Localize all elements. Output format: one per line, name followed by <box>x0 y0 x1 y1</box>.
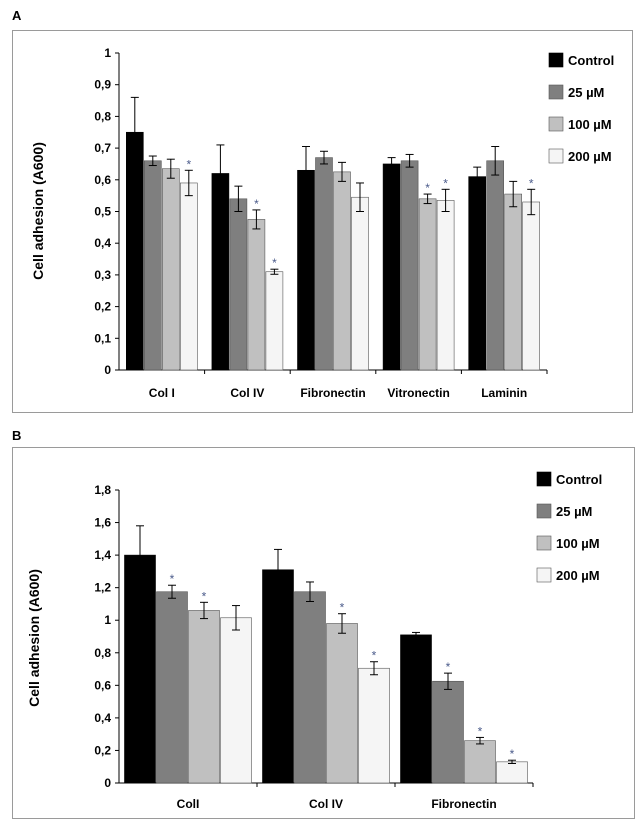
y-tick-label: 0,3 <box>94 268 111 282</box>
y-axis-label: Cell adhesion (A600) <box>26 569 42 707</box>
legend-swatch <box>536 535 552 551</box>
significance-star: * <box>446 660 451 674</box>
significance-star: * <box>372 649 377 663</box>
bar <box>382 163 401 371</box>
bar <box>486 160 505 371</box>
bar <box>400 160 419 371</box>
y-tick-label: 1,6 <box>94 516 111 530</box>
legend-label: 100 µM <box>568 117 612 132</box>
bar <box>156 591 188 784</box>
chart-a: Cell adhesion (A600) 0 0,1 0,2 0,3 0,4 0,5 0,6 0… <box>30 46 614 400</box>
significance-star: * <box>340 601 345 615</box>
bar <box>496 761 528 784</box>
panel-a: Cell adhesion (A600) 0 0,1 0,2 0,3 0,4 0,5 0,6 0… <box>12 30 633 413</box>
bar <box>468 176 487 371</box>
x-category-label: Vitronectin <box>387 386 449 400</box>
y-tick-label: 1,8 <box>94 483 111 497</box>
bar <box>326 623 358 784</box>
bar <box>144 160 162 371</box>
bar <box>432 680 464 784</box>
y-tick-label: 1,4 <box>94 548 111 562</box>
y-axis-label: Cell adhesion (A600) <box>30 142 46 280</box>
bar <box>351 196 369 371</box>
bar <box>220 617 252 784</box>
panel-b-letter: B <box>12 428 22 443</box>
y-tick-label: 1,2 <box>94 581 111 595</box>
legend-label: 200 µM <box>556 568 600 583</box>
legend-swatch <box>536 567 552 583</box>
bar <box>358 667 390 784</box>
legend-swatch <box>548 52 564 68</box>
y-tick-label: 0 <box>104 363 111 377</box>
y-tick-label: 0,1 <box>94 331 111 345</box>
x-category-label: ColI <box>177 797 200 811</box>
legend-swatch <box>548 148 564 164</box>
bar <box>124 554 156 784</box>
y-tick-label: 0 <box>104 776 111 790</box>
significance-star: * <box>186 157 191 171</box>
x-category-label: Fibronectin <box>431 797 496 811</box>
y-tick-label: 0,4 <box>94 711 111 725</box>
bar <box>188 610 220 784</box>
bar <box>262 569 294 784</box>
bar <box>294 591 326 784</box>
panel-b: Cell adhesion (A600) 0 0,2 0,4 0,6 0,8 1 1,2 1,4… <box>12 447 635 819</box>
significance-star: * <box>510 747 515 761</box>
legend-label: 100 µM <box>556 536 600 551</box>
y-tick-label: 1 <box>104 613 111 627</box>
significance-star: * <box>478 724 483 738</box>
bar <box>126 131 144 371</box>
y-tick-label: 1 <box>104 46 111 60</box>
significance-star: * <box>254 197 259 211</box>
legend-swatch <box>548 116 564 132</box>
significance-star: * <box>202 589 207 603</box>
x-category-label: Fibronectin <box>300 386 365 400</box>
bar <box>436 200 455 371</box>
significance-star: * <box>443 176 448 190</box>
bar <box>247 219 266 371</box>
y-tick-label: 0,9 <box>94 78 111 92</box>
bar <box>464 740 496 784</box>
bar <box>522 201 541 371</box>
legend-swatch <box>536 471 552 487</box>
bar <box>297 169 315 371</box>
y-tick-label: 0,8 <box>94 109 111 123</box>
bar <box>315 157 333 371</box>
significance-star: * <box>272 256 277 270</box>
y-tick-label: 0,6 <box>94 678 111 692</box>
significance-star: * <box>170 572 175 586</box>
x-category-label: Laminin <box>481 386 527 400</box>
bar <box>229 198 248 371</box>
bar <box>162 168 180 371</box>
y-tick-label: 0,2 <box>94 743 111 757</box>
x-category-label: Col IV <box>230 386 264 400</box>
panel-a-letter: A <box>12 8 22 23</box>
legend-label: Control <box>568 53 614 68</box>
bar <box>180 182 198 371</box>
significance-star: * <box>529 176 534 190</box>
y-tick-label: 0,2 <box>94 300 111 314</box>
legend-swatch <box>548 84 564 100</box>
bar <box>265 271 284 371</box>
y-tick-label: 0,4 <box>94 236 111 250</box>
bar <box>333 171 351 371</box>
bar <box>418 198 437 371</box>
legend-label: Control <box>556 472 602 487</box>
legend-label: 200 µM <box>568 149 612 164</box>
bar <box>211 173 230 371</box>
y-tick-label: 0,6 <box>94 173 111 187</box>
bar <box>504 193 523 371</box>
legend-swatch <box>536 503 552 519</box>
x-category-label: Col IV <box>309 797 343 811</box>
bar <box>400 634 432 784</box>
legend-label: 25 µM <box>556 504 592 519</box>
significance-star: * <box>425 181 430 195</box>
y-tick-label: 0,7 <box>94 141 111 155</box>
y-tick-label: 0,5 <box>94 205 111 219</box>
y-tick-label: 0,8 <box>94 646 111 660</box>
x-category-label: Col I <box>149 386 175 400</box>
legend-label: 25 µM <box>568 85 604 100</box>
chart-b: Cell adhesion (A600) 0 0,2 0,4 0,6 0,8 1 1,2 1,4… <box>26 471 602 811</box>
